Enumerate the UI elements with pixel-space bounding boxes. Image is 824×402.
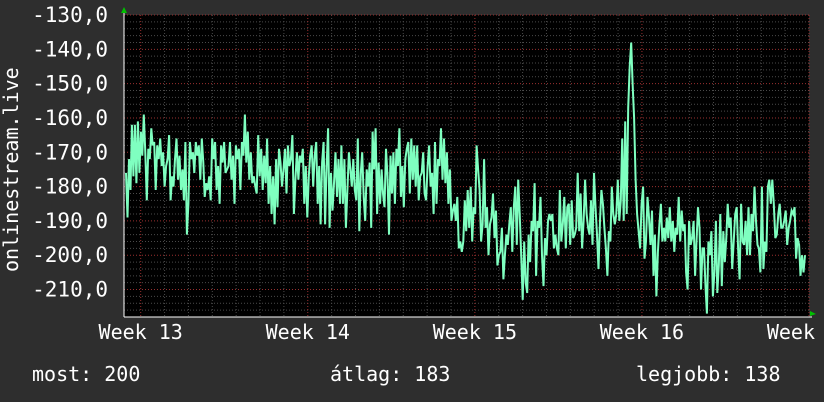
major-grid [124,14,810,317]
y-tick-label: -130,0 [32,3,108,27]
x-axis-ticks: Week 13 Week 14 Week 15 Week 16 Week 17 [99,320,824,344]
y-axis-label: onlinestream.live [0,67,23,272]
x-axis-arrow-icon [810,311,816,316]
y-tick-label: -200,0 [32,243,108,267]
y-tick-label: -170,0 [32,140,108,164]
x-tick-label: Week 13 [99,320,183,344]
series-line [125,42,806,314]
current-value: most: 200 [32,362,141,386]
best-value: legjobb: 138 [636,362,781,386]
y-axis-arrow-icon [121,7,127,13]
x-tick-label: Week 16 [600,320,684,344]
x-tick-label: Week 15 [433,320,517,344]
x-tick-label: Week 17 [767,320,824,344]
y-tick-label: -190,0 [32,209,108,233]
y-axis-ticks: -130,0 -140,0 -150,0 -160,0 -170,0 -180,0 -190… [32,3,108,302]
y-tick-label: -150,0 [32,72,108,96]
x-tick-label: Week 14 [266,320,350,344]
y-tick-label: -210,0 [32,278,108,302]
y-tick-label: -140,0 [32,37,108,61]
y-tick-label: -180,0 [32,175,108,199]
average-value: átlag: 183 [330,362,451,386]
y-tick-label: -160,0 [32,106,108,130]
